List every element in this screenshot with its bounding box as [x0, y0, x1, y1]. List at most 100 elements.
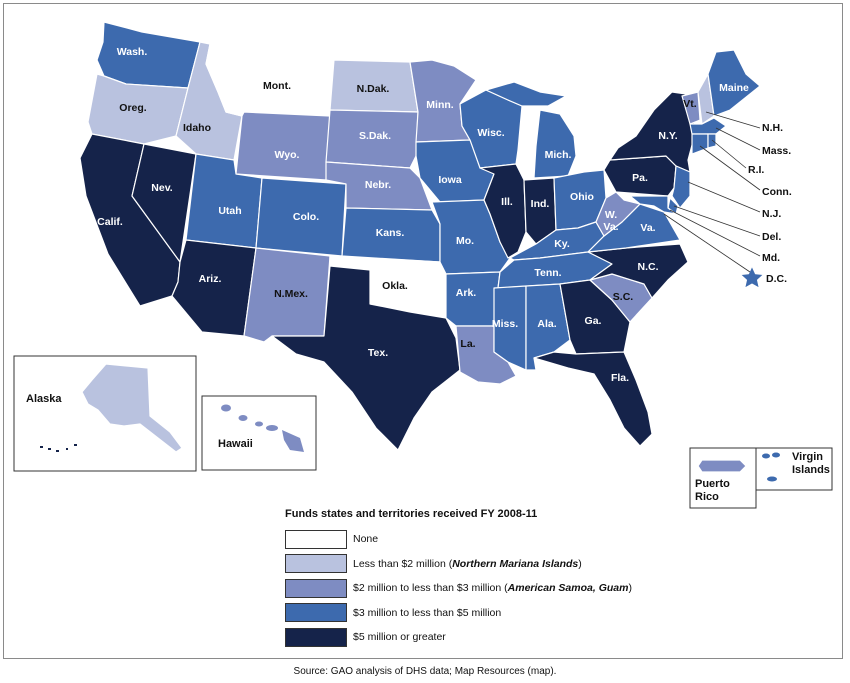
state-arizona: [171, 239, 257, 337]
label-ga: Ga.: [585, 315, 602, 327]
virgin-islands-label-1: Virgin: [792, 451, 823, 463]
legend-label: $2 million to less than $3 million (Amer…: [353, 582, 632, 594]
legend-swatch: [285, 578, 347, 598]
label-sc: S.C.: [613, 291, 634, 303]
hawaii-inset-box: [201, 395, 317, 471]
hawaii-label: Hawaii: [218, 438, 253, 450]
virgin-islands-label-2: Islands: [792, 464, 830, 476]
label-vt: Vt.: [683, 98, 697, 110]
state-north-carolina: [587, 243, 689, 299]
legend-swatch: [285, 529, 347, 549]
state-west-virginia: [595, 191, 641, 237]
state-wyoming: [235, 111, 331, 181]
label-va: Va.: [640, 222, 655, 234]
label-ar: Ark.: [456, 287, 477, 299]
label-nh: N.H.: [762, 122, 783, 134]
label-ms: Miss.: [492, 318, 518, 330]
label-la: La.: [460, 338, 475, 350]
legend-item-3m-to-5m: $3 million to less than $5 million: [285, 602, 705, 624]
label-ri: R.I.: [748, 164, 764, 176]
state-michigan: [533, 109, 577, 179]
label-nm: N.Mex.: [274, 288, 308, 300]
label-wa: Wash.: [117, 46, 148, 58]
alaska-islands: [40, 444, 77, 452]
state-connecticut: [691, 133, 709, 155]
label-wi: Wisc.: [477, 127, 504, 139]
label-tn: Tenn.: [534, 267, 561, 279]
legend-item-none: None: [285, 528, 705, 550]
label-wv-1: W.: [605, 209, 617, 221]
legend-label: $3 million to less than $5 million: [353, 606, 502, 619]
legend-swatch: [285, 627, 347, 647]
label-ne: Nebr.: [365, 179, 391, 191]
alaska-label: Alaska: [26, 393, 62, 405]
puerto-rico-label-1: Puerto: [695, 478, 730, 490]
legend-swatch: [285, 603, 347, 622]
state-florida: [533, 351, 653, 447]
label-nj: N.J.: [762, 208, 781, 220]
label-id: Idaho: [183, 122, 211, 134]
label-co: Colo.: [293, 211, 319, 223]
state-texas: [271, 265, 461, 451]
label-ks: Kans.: [376, 227, 405, 239]
territory-virgin-islands: [762, 452, 780, 482]
state-hawaii: [221, 404, 304, 452]
label-al: Ala.: [537, 318, 556, 330]
label-tx: Tex.: [368, 347, 388, 359]
label-ct: Conn.: [762, 186, 792, 198]
leader-lines: [663, 111, 761, 273]
state-vermont: [681, 91, 701, 125]
label-wy: Wyo.: [275, 149, 300, 161]
label-in: Ind.: [531, 198, 550, 210]
label-oh: Ohio: [570, 191, 594, 203]
label-fl: Fla.: [611, 372, 629, 384]
state-illinois: [479, 163, 527, 259]
virgin-islands-inset-box: [755, 447, 833, 491]
legend-label: None: [353, 533, 379, 545]
state-rhode-island: [707, 133, 717, 149]
label-sd: S.Dak.: [359, 130, 391, 142]
label-dc: D.C.: [766, 273, 787, 285]
label-ia: Iowa: [438, 174, 461, 186]
legend-item-less-than-2m: Less than $2 million (Northern Mariana I…: [285, 553, 705, 575]
label-ok: Okla.: [382, 280, 408, 292]
label-mn: Minn.: [426, 99, 453, 111]
label-de: Del.: [762, 231, 781, 243]
label-nv: Nev.: [151, 182, 172, 194]
state-washington: [96, 21, 201, 89]
label-ky: Ky.: [554, 238, 570, 250]
label-ut: Utah: [218, 205, 241, 217]
east-external-labels: N.H. Mass. R.I. Conn. N.J. Del. Md. D.C.: [748, 122, 792, 285]
label-pa: Pa.: [632, 172, 648, 184]
label-wv-2: Va.: [603, 221, 618, 233]
label-mo: Mo.: [456, 235, 474, 247]
legend-label: Less than $2 million (Northern Mariana I…: [353, 557, 582, 570]
legend-item-5m-or-greater: $5 million or greater: [285, 626, 705, 648]
state-michigan-upper: [485, 81, 567, 107]
label-nc: N.C.: [638, 261, 659, 273]
territory-puerto-rico: [697, 459, 747, 473]
state-dc: [739, 265, 765, 289]
state-alaska: [81, 363, 183, 453]
label-az: Ariz.: [199, 273, 222, 285]
label-il: Ill.: [501, 196, 513, 208]
legend-swatch: [285, 554, 347, 573]
label-md: Md.: [762, 252, 780, 264]
puerto-rico-inset-box: [689, 447, 757, 509]
label-mi: Mich.: [545, 149, 572, 161]
label-ma: Mass.: [762, 145, 791, 157]
source-note: Source: GAO analysis of DHS data; Map Re…: [293, 666, 557, 677]
puerto-rico-label-2: Rico: [695, 491, 719, 503]
state-maryland: [629, 195, 677, 215]
legend: Funds states and territories received FY…: [285, 508, 705, 651]
label-or: Oreg.: [119, 102, 147, 114]
legend-label: $5 million or greater: [353, 631, 446, 643]
state-labels: Wash. Oreg. Calif. Nev. Idaho Mont. Wyo.…: [97, 46, 749, 384]
legend-title: Funds states and territories received FY…: [285, 508, 538, 520]
state-south-dakota: [325, 109, 419, 169]
label-mt: Mont.: [263, 80, 291, 92]
label-nd: N.Dak.: [357, 83, 390, 95]
label-ca: Calif.: [97, 216, 123, 228]
label-ny: N.Y.: [658, 130, 677, 142]
